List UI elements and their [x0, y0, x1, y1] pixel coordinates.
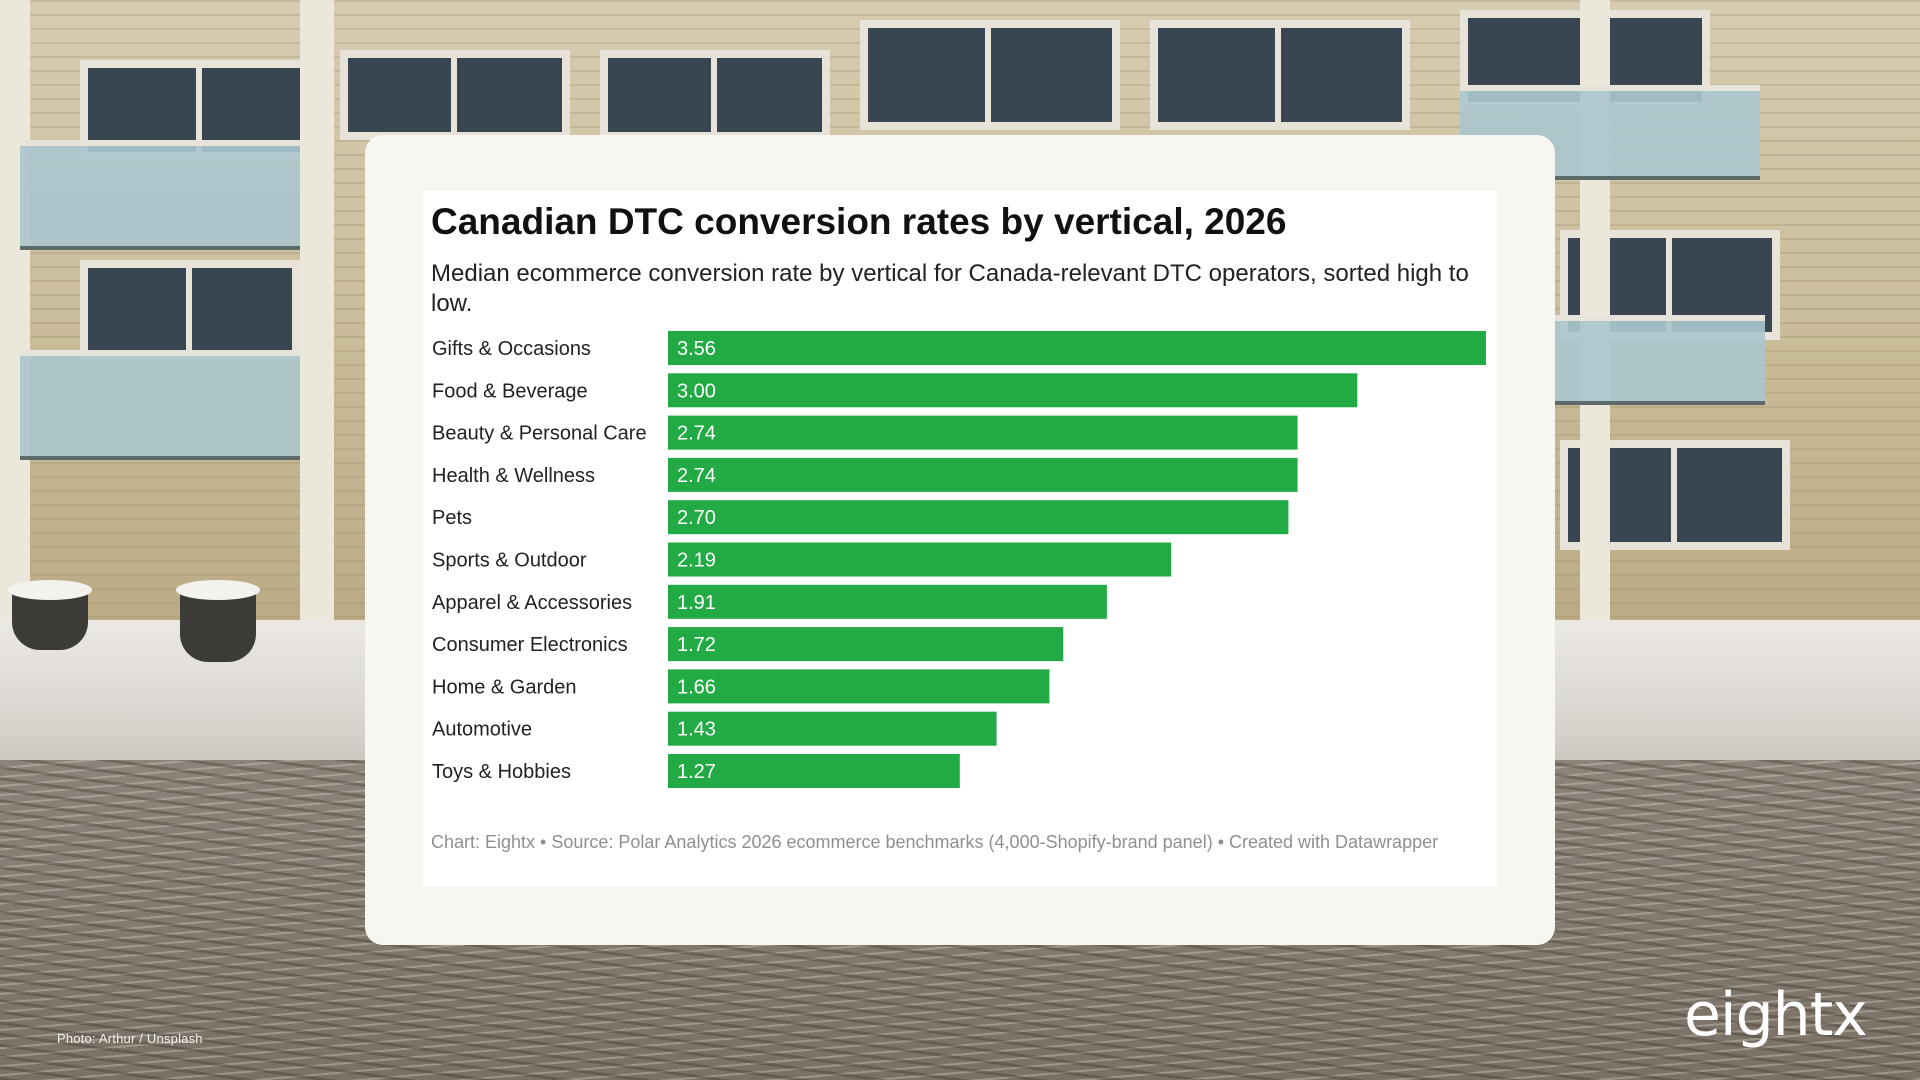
- window: [1150, 20, 1410, 130]
- value-label: 1.27: [677, 761, 716, 783]
- bar-row: Toys & Hobbies 1.27: [432, 754, 960, 788]
- bar: [668, 542, 1172, 577]
- chart-card: Canadian DTC conversion rates by vertica…: [365, 135, 1555, 945]
- value-label: 2.70: [677, 507, 716, 529]
- planter: [8, 580, 92, 650]
- bar: [668, 500, 1289, 535]
- value-label: 1.66: [677, 676, 716, 698]
- bar: [668, 627, 1064, 662]
- pillar: [300, 0, 334, 640]
- bar-row: Gifts & Occasions 3.56: [432, 331, 1486, 365]
- value-label: 2.19: [677, 550, 716, 572]
- bar: [668, 331, 1486, 365]
- category-label: Apparel & Accessories: [432, 592, 632, 614]
- window: [80, 260, 300, 360]
- window: [600, 50, 830, 140]
- bar-row: Food & Beverage 3.00: [432, 373, 1358, 408]
- balcony: [20, 350, 300, 460]
- bar-row: Sports & Outdoor 2.19: [432, 542, 1172, 577]
- value-label: 3.00: [677, 380, 716, 402]
- value-label: 2.74: [677, 423, 716, 445]
- bar: [668, 415, 1298, 450]
- bar-row: Beauty & Personal Care 2.74: [432, 415, 1298, 450]
- bar: [668, 754, 960, 788]
- chart-panel: Canadian DTC conversion rates by vertica…: [423, 191, 1497, 887]
- balcony: [1460, 85, 1760, 180]
- pillar: [0, 0, 30, 640]
- balcony: [1555, 315, 1765, 405]
- value-label: 1.91: [677, 592, 716, 614]
- chart-subtitle: Median ecommerce conversion rate by vert…: [431, 260, 1469, 317]
- bar-chart: Gifts & Occasions 3.56 Food & Beverage 3.00…: [432, 331, 1486, 788]
- category-label: Beauty & Personal Care: [432, 423, 647, 445]
- bar: [668, 584, 1107, 619]
- category-label: Food & Beverage: [432, 380, 588, 402]
- window: [860, 20, 1120, 130]
- bar-row: Health & Wellness 2.74: [432, 457, 1298, 492]
- bar: [668, 457, 1298, 492]
- category-label: Home & Garden: [432, 676, 577, 698]
- photo-credit: Photo: Arthur / Unsplash: [57, 1031, 203, 1046]
- bar-row: Consumer Electronics 1.72: [432, 627, 1064, 662]
- planter: [176, 580, 260, 662]
- category-label: Consumer Electronics: [432, 634, 628, 656]
- bar-row: Apparel & Accessories 1.91: [432, 584, 1107, 619]
- chart-title: Canadian DTC conversion rates by vertica…: [431, 201, 1287, 242]
- bar: [668, 711, 997, 746]
- value-label: 3.56: [677, 338, 716, 360]
- category-label: Health & Wellness: [432, 465, 595, 487]
- value-label: 1.43: [677, 719, 716, 741]
- category-label: Sports & Outdoor: [432, 550, 587, 572]
- value-label: 2.74: [677, 465, 716, 487]
- value-label: 1.72: [677, 634, 716, 656]
- category-label: Gifts & Occasions: [432, 338, 591, 360]
- bar: [668, 373, 1358, 408]
- category-label: Toys & Hobbies: [432, 761, 571, 783]
- category-label: Pets: [432, 507, 472, 529]
- chart-source-notes: Chart: Eightx • Source: Polar Analytics …: [431, 832, 1439, 852]
- bar: [668, 669, 1050, 704]
- window: [340, 50, 570, 140]
- bar-row: Home & Garden 1.66: [432, 669, 1050, 704]
- category-label: Automotive: [432, 719, 532, 741]
- balcony: [20, 140, 300, 250]
- bar-row: Pets 2.70: [432, 500, 1289, 535]
- brand-logo: eightx: [1684, 980, 1868, 1050]
- bar-row: Automotive 1.43: [432, 711, 997, 746]
